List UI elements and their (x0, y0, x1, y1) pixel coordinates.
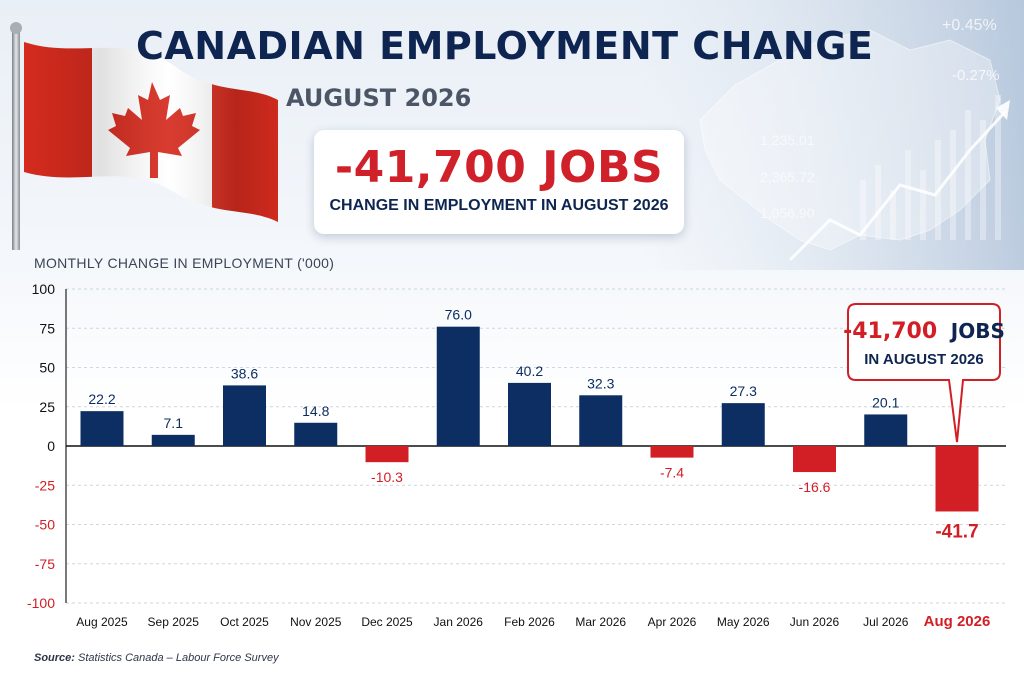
bar-dec-2025 (365, 446, 409, 463)
data-label: -41.7 (935, 521, 978, 542)
flag-pole (12, 30, 20, 250)
bg-number-2: -0.27% (952, 67, 1000, 84)
callout-unit: JOBS (949, 319, 1005, 343)
bar-feb-2026 (508, 382, 551, 446)
x-tick-label: Aug 2025 (76, 615, 128, 629)
x-tick-label: Mar 2026 (575, 615, 626, 629)
headline-card: -41,700 JOBS CHANGE IN EMPLOYMENT IN AUG… (314, 130, 684, 234)
x-tick-label: Apr 2026 (648, 615, 697, 629)
bar-aug-2026 (935, 446, 979, 512)
y-tick-label: 0 (47, 438, 55, 454)
callout-value: -41,700 (843, 319, 937, 344)
callout-bubble (847, 303, 1001, 443)
source-text: Statistics Canada – Labour Force Survey (78, 652, 279, 664)
y-tick-label: 25 (39, 399, 55, 415)
headline-value: -41,700 JOBS (334, 142, 664, 193)
data-label: -10.3 (371, 469, 403, 485)
data-label: 32.3 (587, 375, 614, 391)
y-tick-label: -100 (27, 595, 55, 611)
bar-mar-2026 (579, 395, 623, 446)
trend-arrow-line (788, 110, 1007, 262)
x-tick-label: Jan 2026 (434, 615, 484, 629)
data-label: 27.3 (730, 383, 757, 399)
bar-nov-2025 (294, 422, 338, 446)
x-tick-label: Sep 2025 (148, 615, 200, 629)
x-tick-label: Feb 2026 (504, 615, 555, 629)
bg-number-4: 2,365.72 (760, 169, 815, 185)
data-label: 20.1 (872, 394, 899, 410)
trend-arrow-head (996, 100, 1010, 120)
map-silhouette (699, 29, 1001, 251)
headline-caption: CHANGE IN EMPLOYMENT IN AUGUST 2026 (329, 197, 669, 214)
y-tick-label: 75 (39, 320, 55, 336)
callout-line1: -41,700 JOBS (843, 319, 1005, 344)
y-tick-label: -75 (35, 556, 55, 572)
x-tick-label: Jun 2026 (790, 615, 840, 629)
data-label: 14.8 (302, 403, 329, 419)
bar-oct-2025 (223, 385, 266, 446)
data-label: -16.6 (799, 479, 831, 495)
bar-may-2026 (721, 403, 765, 446)
x-tick-label: Dec 2025 (361, 615, 413, 629)
bar-apr-2026 (650, 446, 694, 458)
data-label: 7.1 (164, 415, 184, 431)
callout: -41,700 JOBS IN AUGUST 2026 (843, 303, 1005, 443)
x-tick-labels: Aug 2025 Sep 2025 Oct 2025 Nov 2025 Dec 2025… (76, 613, 990, 630)
x-tick-label: Oct 2025 (220, 615, 269, 629)
data-labels: 22.2 7.1 38.6 14.8 -10.3 76.0 40.2 32.3 -7.4 27.3… (88, 307, 978, 543)
page-title: CANADIAN EMPLOYMENT CHANGE (136, 24, 874, 68)
bg-number-1: +0.45% (942, 17, 997, 34)
bar-jun-2026 (793, 446, 836, 473)
data-label: 38.6 (231, 365, 258, 381)
flag-pole-top (10, 22, 22, 34)
y-tick-label: 100 (32, 281, 56, 297)
bar-jul-2026 (864, 414, 908, 446)
x-tick-label: May 2026 (717, 615, 770, 629)
bg-number-5: 1,056.90 (760, 205, 815, 221)
x-tick-label: Nov 2025 (290, 615, 342, 629)
bar-jan-2026 (436, 326, 480, 446)
y-tick-labels: 100 75 50 25 0 -25 -50 -75 -100 (27, 281, 55, 611)
y-axis-label: MONTHLY CHANGE IN EMPLOYMENT ('000) (34, 255, 335, 271)
page-subtitle: AUGUST 2026 (286, 84, 472, 112)
bar-sep-2025 (151, 434, 195, 446)
source-note: Source: Statistics Canada – Labour Force… (34, 652, 279, 664)
y-tick-label: -25 (35, 477, 55, 493)
callout-line2: IN AUGUST 2026 (864, 351, 983, 368)
x-tick-label: Jul 2026 (863, 615, 909, 629)
source-label: Source: (34, 652, 75, 664)
data-label: -7.4 (660, 465, 684, 481)
canada-flag (10, 22, 278, 250)
data-label: 40.2 (516, 363, 543, 379)
data-label: 22.2 (88, 391, 115, 407)
bars (80, 326, 979, 512)
bg-number-3: 1,235.01 (760, 132, 815, 148)
x-tick-label: Aug 2026 (924, 613, 991, 630)
y-tick-label: -50 (35, 517, 55, 533)
y-tick-label: 50 (39, 360, 55, 376)
bar-aug-2025 (80, 411, 124, 446)
data-label: 76.0 (445, 307, 472, 323)
